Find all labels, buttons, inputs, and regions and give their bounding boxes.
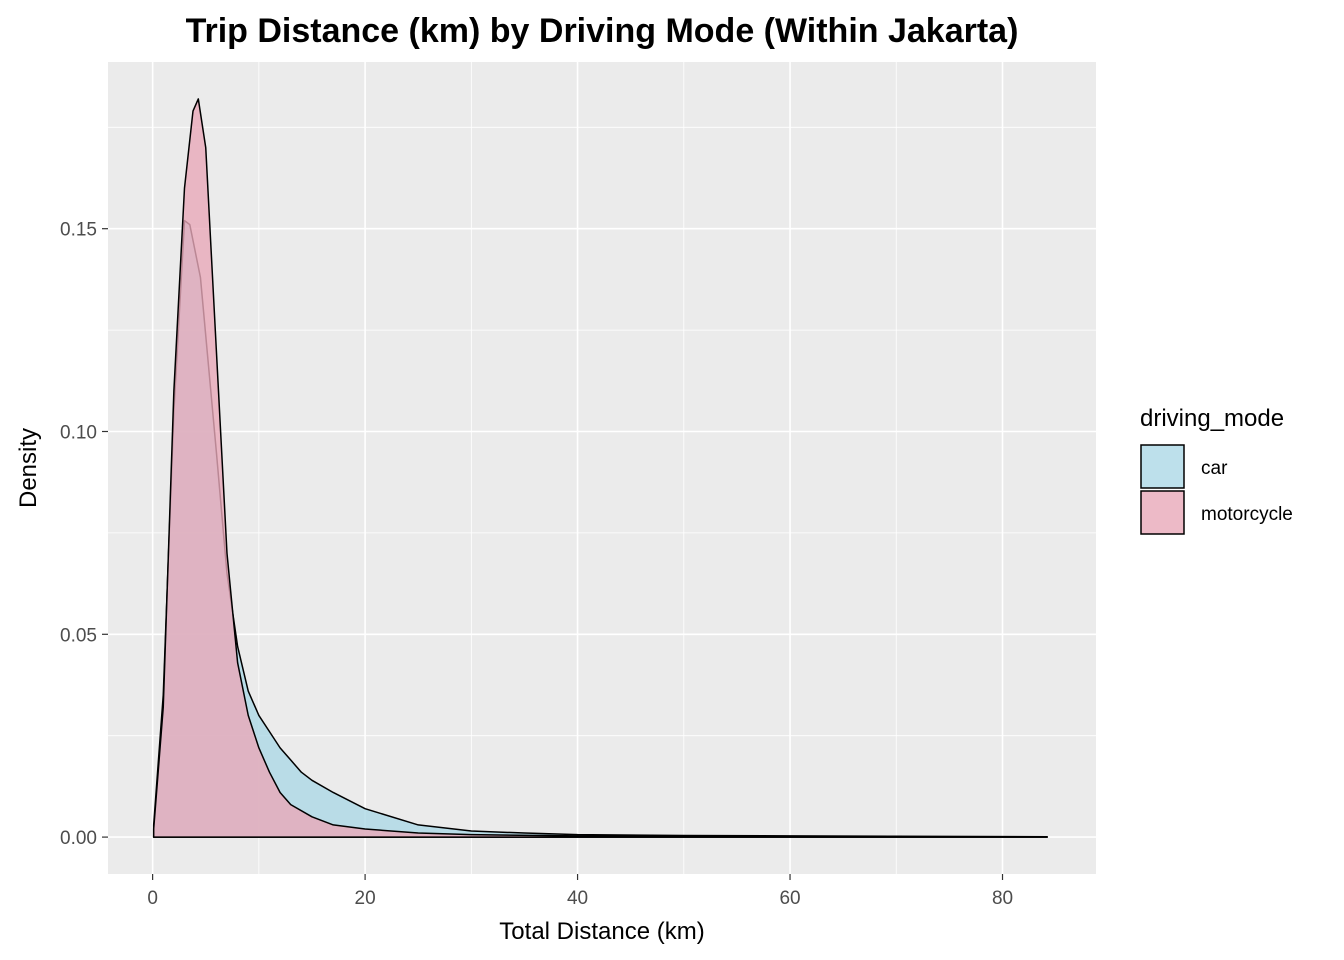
x-tick-label: 40 xyxy=(567,888,588,909)
x-tick-label: 60 xyxy=(779,888,800,909)
x-axis-ticks: 0 20 40 60 80 xyxy=(147,874,1013,909)
y-tick-label: 0.00 xyxy=(60,828,97,849)
y-tick-label: 0.15 xyxy=(60,220,97,241)
x-tick-label: 20 xyxy=(355,888,376,909)
legend-label-car: car xyxy=(1201,458,1228,479)
minor-grid xyxy=(108,62,1096,874)
y-axis-ticks: 0.00 0.05 0.10 0.15 xyxy=(60,220,108,849)
density-areas xyxy=(152,98,1048,838)
x-axis-title: Total Distance (km) xyxy=(499,918,704,945)
x-tick-label: 80 xyxy=(992,888,1013,909)
y-axis-title: Density xyxy=(15,428,42,508)
x-tick-label: 0 xyxy=(147,888,158,909)
legend-key-motorcycle xyxy=(1140,490,1185,535)
density-area-motorcycle xyxy=(152,98,1048,838)
legend-title: driving_mode xyxy=(1140,405,1284,432)
y-tick-label: 0.10 xyxy=(60,422,97,443)
legend: driving_mode car motorcycle xyxy=(1140,405,1293,535)
legend-label-motorcycle: motorcycle xyxy=(1201,504,1293,525)
y-tick-label: 0.05 xyxy=(60,625,97,646)
legend-key-car xyxy=(1140,444,1185,489)
chart-title: Trip Distance (km) by Driving Mode (With… xyxy=(186,12,1019,50)
